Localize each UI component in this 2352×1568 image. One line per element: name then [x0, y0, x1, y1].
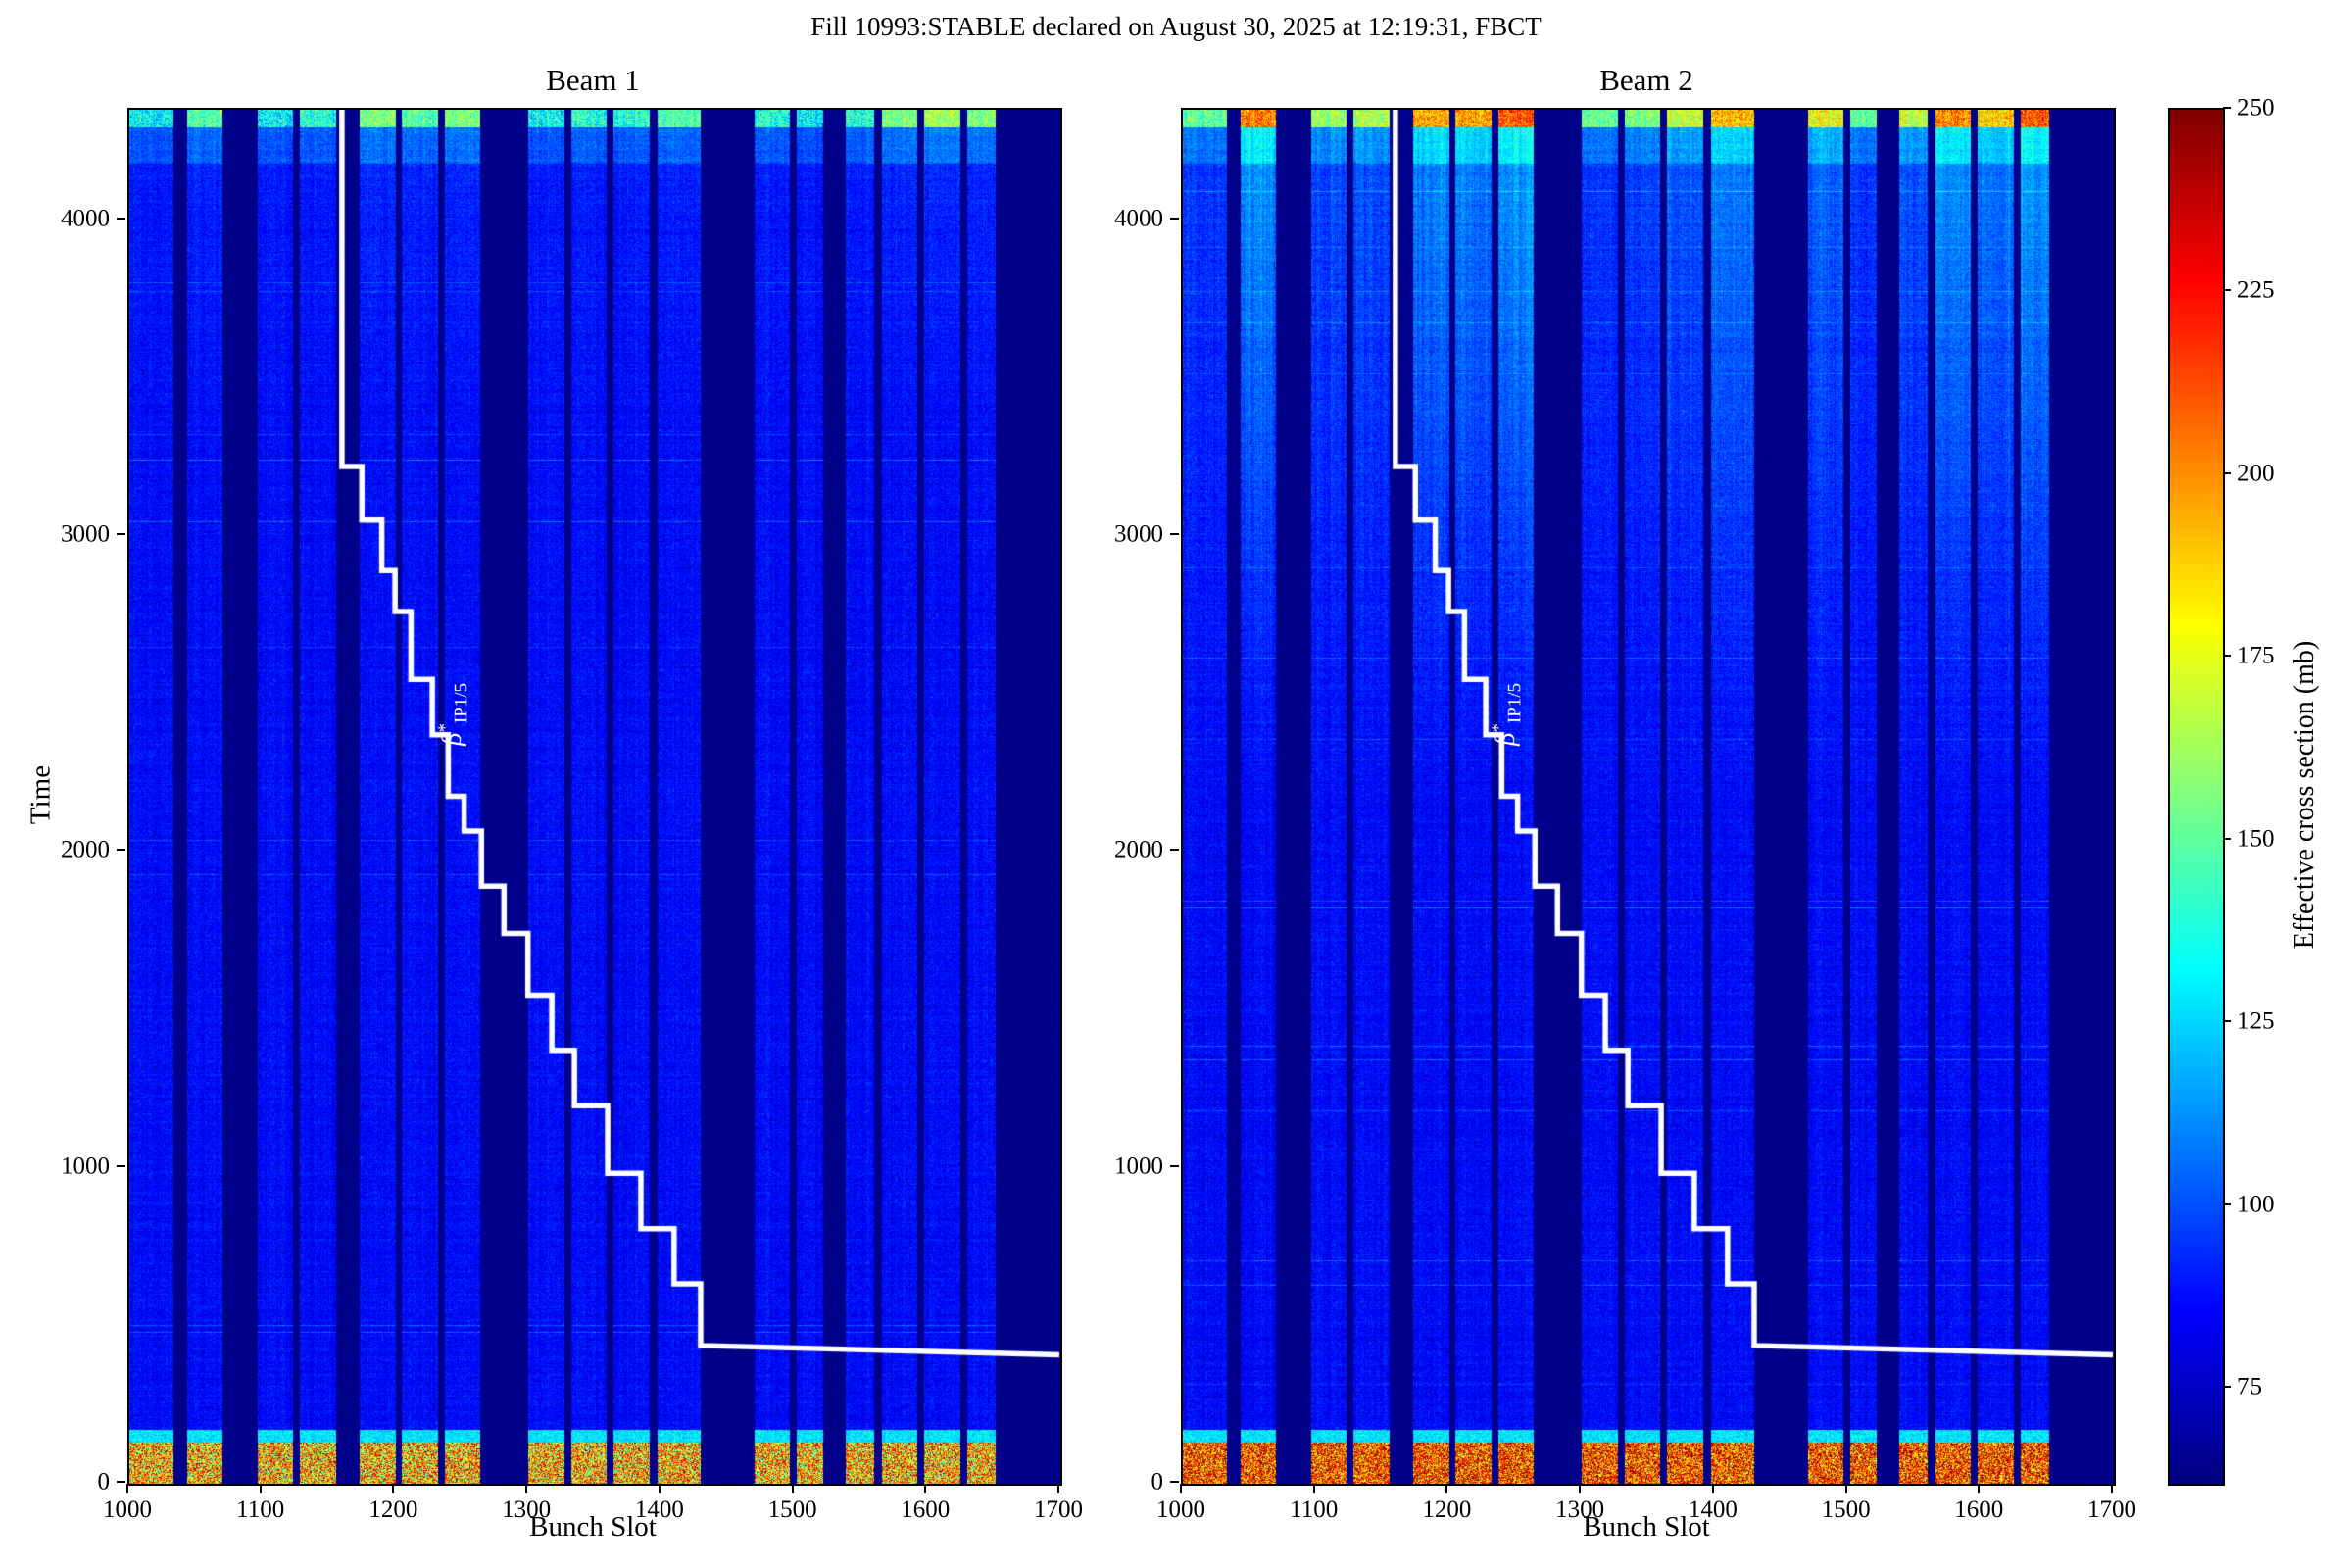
beta-subscript: IP1/5 — [450, 682, 471, 723]
beta-symbol: β — [1490, 732, 1520, 746]
beta-star-annotation-beam2: β*IP1/5 — [1488, 683, 1525, 746]
colorbar-tick-label: 200 — [2237, 460, 2275, 487]
beta-star-annotation-beam1: β*IP1/5 — [434, 683, 471, 746]
beam2-y-tick-mark — [1170, 533, 1179, 536]
beam2-x-tick-mark — [1579, 1484, 1582, 1493]
beam1-x-tick-mark — [658, 1484, 661, 1493]
beam2-x-tick-label: 1400 — [1688, 1496, 1738, 1523]
colorbar-tick-mark — [2223, 471, 2231, 474]
beam1-y-tick-label: 4000 — [61, 205, 110, 232]
colorbar-tick-mark — [2223, 107, 2231, 109]
beam1-heatmap — [127, 108, 1062, 1486]
beta-subscript: IP1/5 — [1503, 682, 1525, 723]
beam1-y-tick-mark — [117, 1164, 125, 1167]
colorbar-tick-label: 250 — [2237, 94, 2275, 122]
beam2-y-tick-label: 0 — [1151, 1468, 1164, 1495]
beam1-x-tick-mark — [924, 1484, 927, 1493]
colorbar — [2168, 108, 2225, 1486]
beta-superscript: * — [1488, 722, 1509, 733]
beam2-x-tick-label: 1500 — [1821, 1496, 1871, 1523]
beam1-title: Beam 1 — [546, 63, 640, 97]
beta-symbol: β — [436, 732, 466, 746]
beam1-y-tick-label: 0 — [97, 1468, 111, 1495]
beam1-x-tick-mark — [392, 1484, 395, 1493]
beam2-y-tick-mark — [1170, 217, 1179, 220]
beam1-y-tick-mark — [117, 533, 125, 536]
beam1-x-tick-label: 1100 — [236, 1496, 285, 1523]
colorbar-tick-label: 225 — [2237, 276, 2275, 304]
beam2-x-tick-label: 1100 — [1290, 1496, 1339, 1523]
colorbar-tick-label: 150 — [2237, 825, 2275, 853]
beam1-x-tick-mark — [791, 1484, 794, 1493]
beam1-x-tick-label: 1400 — [634, 1496, 684, 1523]
colorbar-label: Effective cross section (mb) — [2289, 640, 2320, 950]
colorbar-tick-label: 75 — [2237, 1373, 2262, 1400]
colorbar-tick-mark — [2223, 837, 2231, 840]
beam1-y-tick-label: 3000 — [61, 520, 110, 548]
figure-suptitle: Fill 10993:STABLE declared on August 30,… — [810, 12, 1542, 41]
beam1-x-tick-mark — [126, 1484, 128, 1493]
beam2-x-tick-mark — [1312, 1484, 1315, 1493]
beam2-y-tick-mark — [1170, 849, 1179, 852]
y-axis-label: Time — [24, 764, 57, 825]
beam2-x-tick-label: 1000 — [1156, 1496, 1205, 1523]
beam1-y-tick-mark — [117, 849, 125, 852]
beam2-y-tick-label: 4000 — [1114, 205, 1163, 232]
beam2-heatmap — [1181, 108, 2116, 1486]
beam1-x-tick-label: 1600 — [901, 1496, 951, 1523]
beam1-x-axis-label: Bunch Slot — [529, 1511, 657, 1543]
beam1-x-tick-label: 1500 — [767, 1496, 817, 1523]
beam2-x-tick-mark — [2111, 1484, 2113, 1493]
beam2-x-tick-label: 1700 — [2087, 1496, 2136, 1523]
beam1-heatmap-canvas — [129, 110, 1060, 1484]
colorbar-tick-label: 125 — [2237, 1007, 2275, 1035]
beam1-x-tick-mark — [1057, 1484, 1059, 1493]
colorbar-tick-mark — [2223, 1202, 2231, 1205]
colorbar-tick-mark — [2223, 1020, 2231, 1023]
beam2-x-tick-mark — [1180, 1484, 1182, 1493]
beam2-x-tick-mark — [1844, 1484, 1847, 1493]
beam2-y-tick-mark — [1170, 1164, 1179, 1167]
beam1-x-tick-label: 1300 — [502, 1496, 552, 1523]
beam1-y-tick-label: 1000 — [61, 1152, 110, 1180]
beam1-x-tick-mark — [259, 1484, 262, 1493]
beam2-x-tick-label: 1300 — [1555, 1496, 1605, 1523]
colorbar-tick-label: 175 — [2237, 642, 2275, 669]
beam2-x-axis-label: Bunch Slot — [1583, 1511, 1710, 1543]
beam1-y-tick-mark — [117, 217, 125, 220]
beam2-heatmap-canvas — [1183, 110, 2114, 1484]
beam1-x-tick-label: 1000 — [103, 1496, 152, 1523]
beam1-x-tick-label: 1200 — [368, 1496, 418, 1523]
beam2-x-tick-mark — [1978, 1484, 1981, 1493]
beam2-y-tick-label: 3000 — [1114, 520, 1163, 548]
beam2-y-tick-label: 1000 — [1114, 1152, 1163, 1180]
colorbar-tick-mark — [2223, 1386, 2231, 1389]
beam1-x-tick-label: 1700 — [1034, 1496, 1083, 1523]
colorbar-tick-label: 100 — [2237, 1191, 2275, 1218]
beam2-x-tick-label: 1200 — [1422, 1496, 1472, 1523]
beam1-y-tick-label: 2000 — [61, 836, 110, 863]
beta-superscript: * — [434, 722, 456, 733]
beam1-x-tick-mark — [525, 1484, 528, 1493]
beam2-x-tick-mark — [1711, 1484, 1714, 1493]
beam2-x-tick-mark — [1446, 1484, 1448, 1493]
colorbar-canvas — [2170, 110, 2223, 1484]
beam2-x-tick-label: 1600 — [1954, 1496, 2004, 1523]
colorbar-tick-mark — [2223, 655, 2231, 658]
beam2-title: Beam 2 — [1599, 63, 1693, 97]
colorbar-tick-mark — [2223, 289, 2231, 292]
beam2-y-tick-label: 2000 — [1114, 836, 1163, 863]
beam2-y-tick-mark — [1170, 1481, 1179, 1483]
beam1-y-tick-mark — [117, 1481, 125, 1483]
